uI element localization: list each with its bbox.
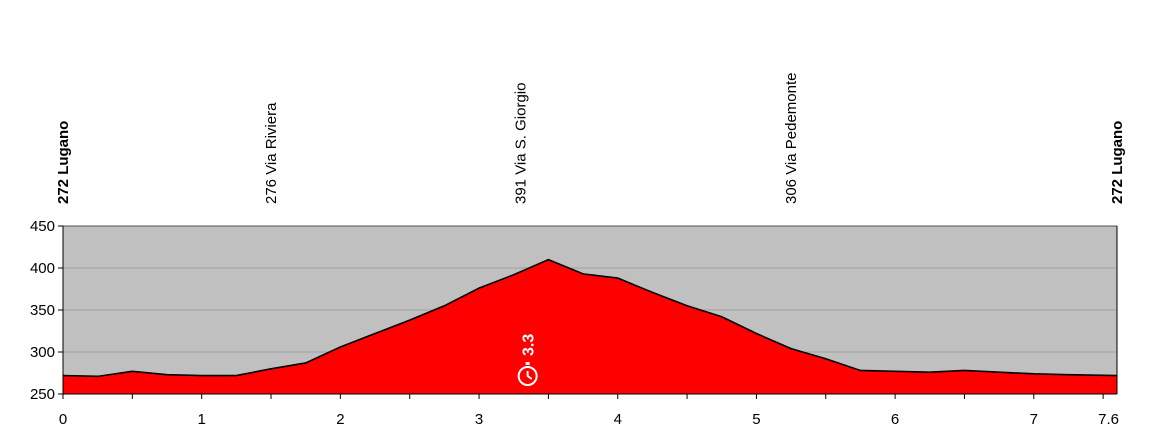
x-tick-label: 7: [1030, 411, 1038, 428]
place-label: 391 Via S. Giorgio: [513, 83, 530, 204]
stopwatch-icon: [517, 362, 538, 386]
place-label: 272 Lugano: [1109, 121, 1126, 204]
y-tick-label: 450: [30, 218, 55, 235]
x-tick-label: 1: [198, 411, 206, 428]
y-tick-label: 300: [30, 344, 55, 361]
y-tick-label: 350: [30, 302, 55, 319]
annotation-km-label: 3.3: [521, 334, 538, 356]
elevation-area: [63, 259, 1117, 394]
x-tick-label: 2: [336, 411, 344, 428]
x-tick-label: 0: [59, 411, 67, 428]
elevation-line: [62, 258, 1118, 378]
x-tick-label: 4: [614, 411, 622, 428]
x-tick-label: 5: [752, 411, 760, 428]
y-tick-label: 400: [30, 260, 55, 277]
place-label: 272 Lugano: [55, 121, 72, 204]
x-tick-label: 3: [475, 411, 483, 428]
y-tick-label: 250: [30, 386, 55, 403]
place-label: 276 Via Riviera: [263, 102, 280, 204]
x-tick-label: 6: [891, 411, 899, 428]
x-tick-label: 7.6: [1098, 411, 1119, 428]
place-label: 306 Via Pedemonte: [783, 73, 800, 205]
